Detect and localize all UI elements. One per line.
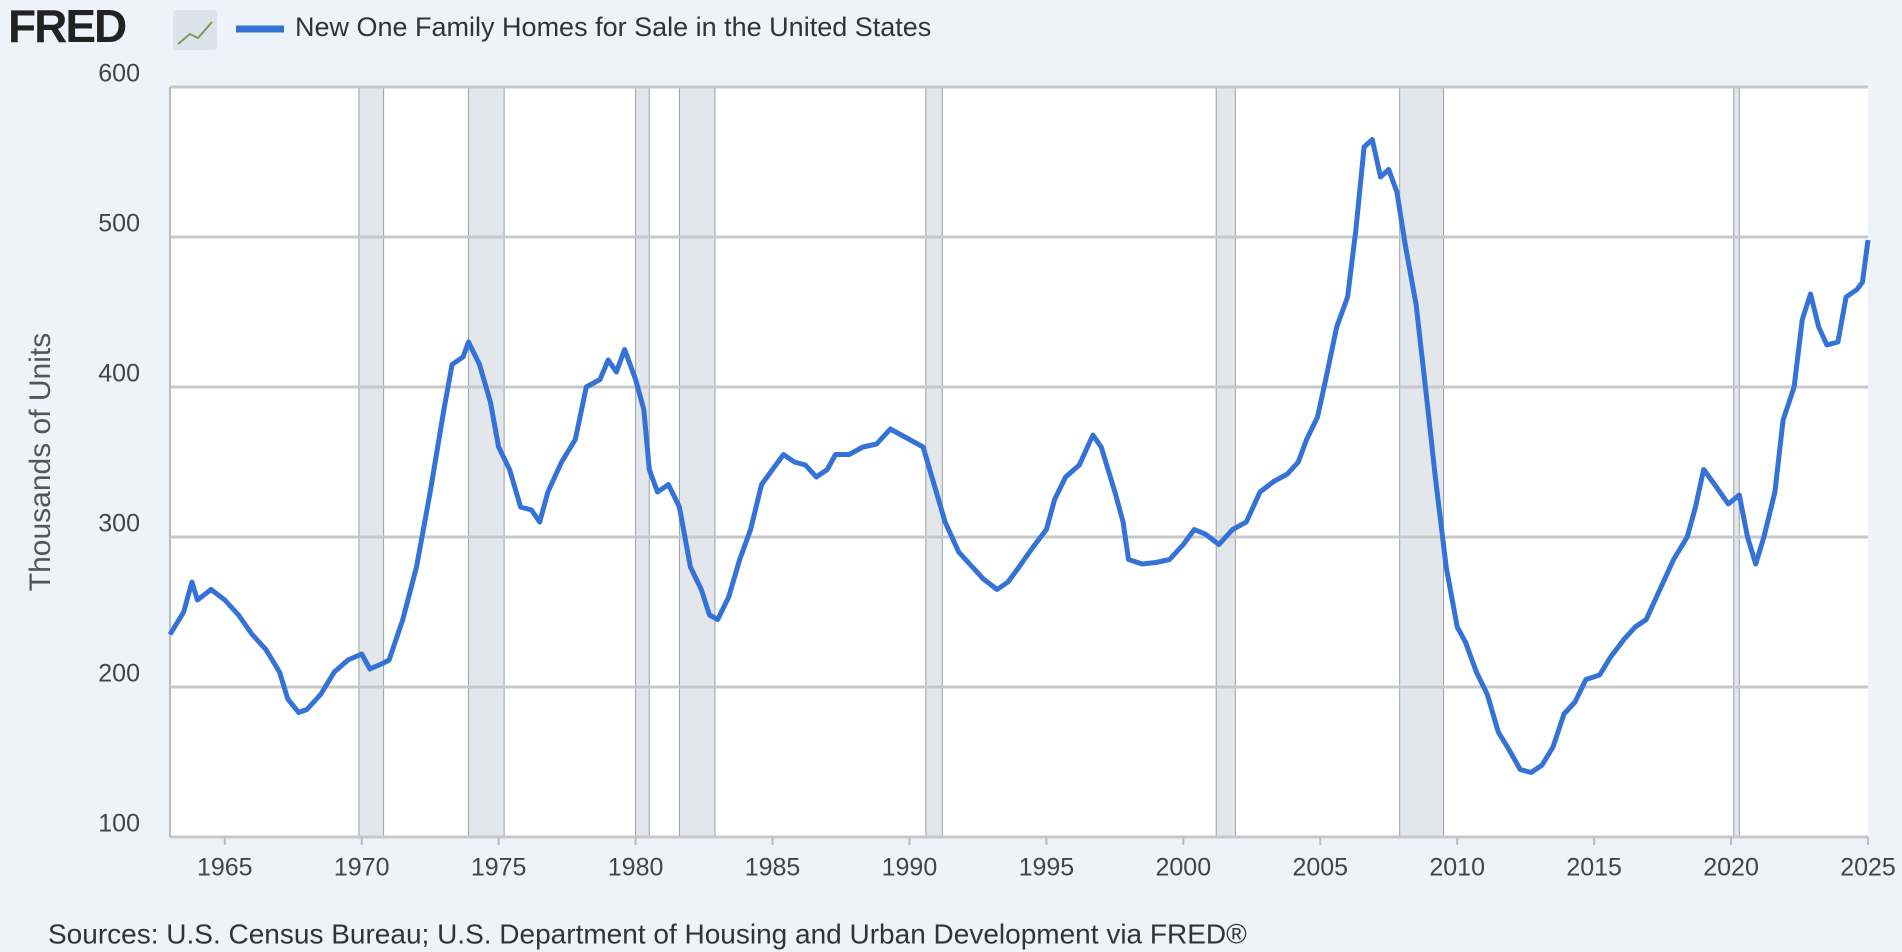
recession-band [1733, 86, 1740, 838]
x-tick-label: 1990 [882, 854, 938, 882]
x-tick-label: 2020 [1703, 854, 1759, 882]
logo: FRED [8, 0, 126, 52]
y-tick-label: 100 [98, 810, 140, 838]
recession-band [468, 86, 505, 838]
y-tick-label: 200 [98, 660, 140, 688]
recession-band [358, 86, 385, 838]
x-tick-label: 2000 [1156, 854, 1212, 882]
recession-band [1215, 86, 1236, 838]
y-tick-label: 300 [98, 510, 140, 538]
x-tick-label: 1985 [745, 854, 801, 882]
x-tick-label: 1975 [471, 854, 527, 882]
x-tick-label: 1965 [197, 854, 253, 882]
x-tick-label: 1995 [1019, 854, 1075, 882]
x-tick-label: 2010 [1429, 854, 1485, 882]
x-tick-label: 1970 [334, 854, 390, 882]
logo-icon-line [177, 21, 213, 45]
y-tick-label: 600 [98, 60, 140, 88]
y-tick-label: 400 [98, 360, 140, 388]
recession-band [1399, 86, 1445, 838]
recession-band [678, 86, 716, 838]
x-tick-label: 2005 [1292, 854, 1348, 882]
x-tick-label: 2025 [1840, 854, 1896, 882]
logo-icon [173, 10, 217, 50]
plot-area [170, 87, 1868, 837]
legend-label: New One Family Homes for Sale in the Uni… [295, 12, 931, 42]
source: Sources: U.S. Census Bureau; U.S. Depart… [48, 918, 1247, 949]
y-axis-label: Thousands of Units [24, 333, 57, 591]
y-tick-label: 500 [98, 210, 140, 238]
x-tick-label: 1980 [608, 854, 664, 882]
data-line [167, 137, 1871, 775]
x-tick-label: 2015 [1566, 854, 1622, 882]
